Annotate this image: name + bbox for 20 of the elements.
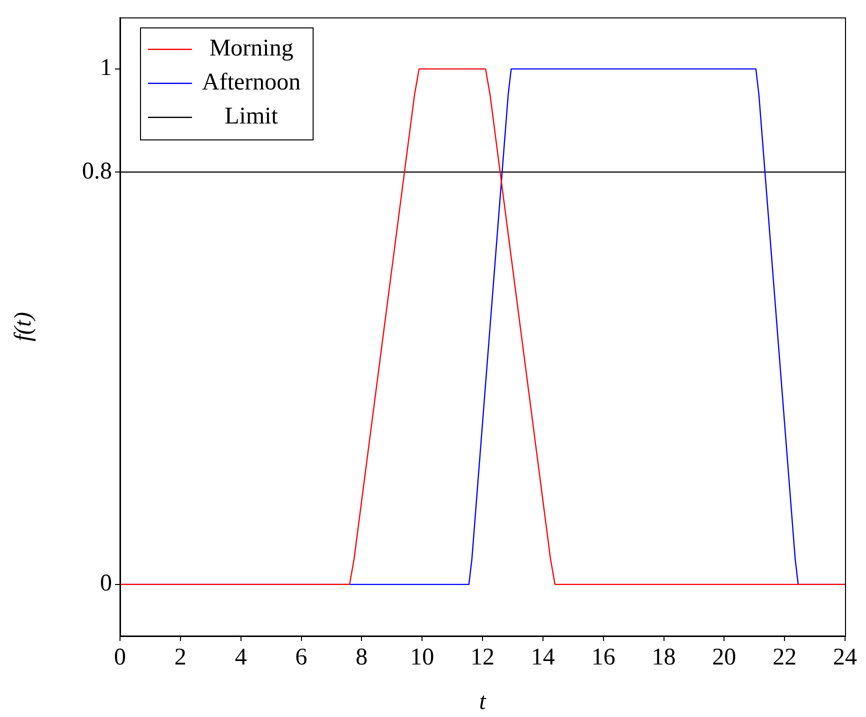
x-axis-title: t bbox=[479, 688, 488, 715]
x-tick-label: 16 bbox=[591, 644, 616, 671]
x-tick-label: 12 bbox=[470, 644, 494, 671]
x-tick-label: 22 bbox=[772, 644, 797, 671]
y-tick-label: 0.8 bbox=[82, 158, 112, 184]
x-tick-label: 18 bbox=[652, 644, 676, 671]
x-tick-label: 10 bbox=[410, 644, 434, 671]
legend-label: Afternoon bbox=[202, 70, 301, 96]
legend-label: Morning bbox=[209, 36, 294, 62]
legend-label: Limit bbox=[224, 104, 278, 130]
y-tick-label: 1 bbox=[100, 55, 112, 82]
x-tick-label: 6 bbox=[295, 644, 308, 671]
x-tick-label: 2 bbox=[174, 644, 186, 671]
x-tick-label: 14 bbox=[530, 644, 555, 671]
y-tick-label: 0 bbox=[100, 570, 112, 597]
y-axis-title: f(t) bbox=[10, 312, 37, 342]
x-tick-label: 8 bbox=[356, 644, 368, 671]
x-tick-label: 24 bbox=[833, 644, 857, 671]
x-tick-label: 4 bbox=[234, 644, 247, 671]
x-tick-label: 20 bbox=[712, 644, 736, 671]
